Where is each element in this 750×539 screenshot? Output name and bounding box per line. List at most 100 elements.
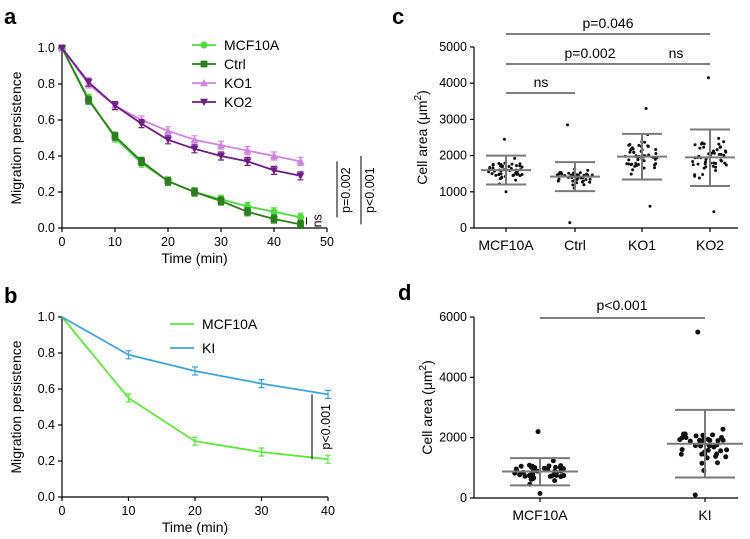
data-point <box>699 142 703 146</box>
chart-d: 0 2000 4000 6000 Cell area (μm2) MCF10A KI p<0.… <box>418 297 743 523</box>
data-point <box>518 164 522 168</box>
data-point <box>628 150 632 154</box>
data-point <box>717 136 721 140</box>
panel-label-d: d <box>398 280 411 305</box>
data-point <box>512 173 516 177</box>
data-point <box>217 197 225 205</box>
data-point <box>715 148 719 152</box>
data-point <box>190 145 199 153</box>
data-point <box>627 158 631 162</box>
data-point <box>722 140 726 144</box>
data-point <box>704 157 708 161</box>
data-point <box>691 163 695 167</box>
chart-a: 0 10 20 30 40 50 0.0 0.2 0.4 0.6 0.8 1.0 Time (min) M… <box>8 37 377 266</box>
data-point <box>719 158 723 162</box>
data-point <box>566 123 570 127</box>
data-point <box>637 162 641 166</box>
data-point <box>702 166 706 170</box>
data-point <box>697 176 701 180</box>
data-point <box>629 163 633 167</box>
data-point <box>535 429 541 435</box>
data-point <box>491 166 495 170</box>
chart-d-ylabel: Cell area (μm2) <box>418 360 435 455</box>
data-point <box>297 221 304 228</box>
data-point <box>701 172 705 176</box>
series-line-ki <box>61 316 329 396</box>
data-point <box>499 172 503 176</box>
data-point <box>698 146 702 150</box>
panel-label-a: a <box>4 4 17 29</box>
data-point <box>702 145 706 149</box>
x-tick-label: 40 <box>321 504 335 518</box>
data-point <box>586 168 590 172</box>
y-tick-label: 4000 <box>439 76 467 90</box>
data-point <box>702 142 706 146</box>
data-point <box>571 183 575 187</box>
annotation-p002: p=0.002 <box>565 45 616 61</box>
data-point <box>58 44 66 52</box>
data-point <box>677 437 683 443</box>
y-tick-label: 5000 <box>439 40 467 54</box>
data-point <box>515 164 519 168</box>
data-point <box>653 163 657 167</box>
chart-a-ylabel: Migration persistence <box>8 71 24 204</box>
data-point <box>568 221 572 225</box>
data-point <box>270 167 278 175</box>
data-point <box>693 433 699 439</box>
x-axis-label: Time (min) <box>162 519 228 535</box>
chart-b: 0 10 20 30 40 0.0 0.2 0.4 0.6 0.8 1.0 Time (min) Mig… <box>8 310 335 535</box>
data-point <box>557 177 561 181</box>
y-tick-label: 3000 <box>439 112 467 126</box>
legend-label: KI <box>202 340 215 356</box>
data-point <box>724 150 728 154</box>
legend-label: KO1 <box>224 75 252 91</box>
data-point <box>520 165 524 169</box>
data-point <box>217 152 225 160</box>
annotation-p001: p<0.001 <box>363 167 377 213</box>
data-point <box>717 152 721 156</box>
data-point <box>712 151 716 155</box>
data-point <box>488 165 492 169</box>
data-point <box>137 120 146 128</box>
data-point <box>507 165 511 169</box>
data-point <box>270 152 278 160</box>
y-tick-label: 4000 <box>439 370 467 384</box>
data-point <box>111 132 119 140</box>
data-point <box>537 490 543 496</box>
error-bar <box>192 436 198 446</box>
data-point <box>648 204 652 208</box>
series-line-ctrl <box>61 47 301 226</box>
y-tick-label: 0.2 <box>38 185 55 199</box>
data-point <box>719 145 723 149</box>
x-tick-label: 30 <box>255 504 269 518</box>
data-point <box>717 142 721 146</box>
x-tick-label: 20 <box>188 504 202 518</box>
data-point <box>111 102 119 110</box>
y-tick-label: 0.8 <box>38 346 55 360</box>
chart-b-ylabel: Migration persistence <box>8 340 24 473</box>
legend-marker <box>200 79 208 87</box>
data-point <box>552 478 558 484</box>
y-tick-label: 0 <box>460 221 467 235</box>
annotation-p046: p=0.046 <box>583 15 634 31</box>
data-point <box>516 172 520 176</box>
data-point <box>502 137 506 141</box>
y-tick-label: 0.0 <box>38 221 55 235</box>
data-point <box>714 168 718 172</box>
data-point <box>504 190 508 194</box>
y-tick-label: 0.4 <box>38 418 55 432</box>
data-point <box>588 180 592 184</box>
data-point <box>85 96 92 104</box>
error-bar <box>325 454 331 464</box>
x-tick-label: 0 <box>59 504 66 518</box>
data-point <box>531 475 537 481</box>
data-point <box>553 464 559 470</box>
y-tick-label: 0.4 <box>38 149 55 163</box>
annotation-p002: p=0.002 <box>339 167 353 213</box>
data-point <box>712 161 716 165</box>
error-bar <box>125 350 132 360</box>
x-tick-label: KO1 <box>628 237 656 253</box>
panel-label-c: c <box>392 4 404 29</box>
error-bar <box>125 393 132 403</box>
data-point <box>703 162 707 166</box>
